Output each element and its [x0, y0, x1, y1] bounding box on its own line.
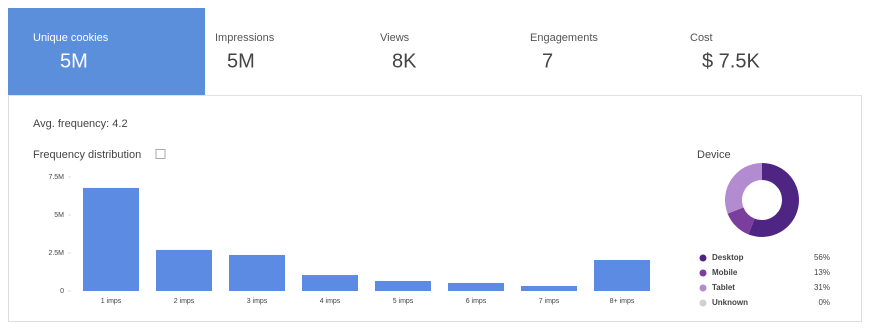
bar	[156, 249, 212, 291]
bar	[375, 280, 431, 291]
tab-background	[680, 8, 862, 95]
tab-label: Impressions	[215, 32, 275, 44]
metric-tab[interactable]: Engagements 7	[520, 8, 680, 95]
y-tick-label: 7.5M	[48, 174, 64, 181]
tab-value: 5M	[227, 50, 255, 72]
help-icon[interactable]	[155, 149, 166, 159]
bar	[448, 282, 504, 291]
x-tick-label: 8+ imps	[610, 298, 635, 305]
tab-value: 8K	[392, 50, 417, 72]
x-tick-label: 7 imps	[539, 298, 560, 305]
tab-background	[205, 8, 370, 95]
legend-label: Mobile	[712, 268, 738, 277]
y-tick-label: 5M	[54, 212, 64, 219]
tab-value: 5M	[60, 50, 88, 72]
legend-label: Tablet	[712, 283, 735, 292]
tab-label: Views	[380, 32, 410, 44]
donut-slice	[725, 163, 762, 214]
x-tick-label: 5 imps	[393, 298, 414, 305]
metric-tab[interactable]: Cost $ 7.5K	[680, 8, 862, 95]
x-tick-label: 6 imps	[466, 298, 487, 305]
legend-label: Unknown	[712, 298, 748, 307]
tab-background	[520, 8, 680, 95]
tab-value: $ 7.5K	[702, 50, 760, 72]
bar	[229, 254, 285, 291]
legend-swatch	[699, 299, 707, 307]
y-tick-label: 2.5M	[48, 250, 64, 257]
tab-label: Engagements	[530, 32, 598, 44]
bar	[594, 259, 650, 291]
donut-slice	[748, 163, 799, 238]
legend-value: 0%	[818, 298, 830, 307]
x-tick-label: 4 imps	[320, 298, 341, 305]
metric-tab[interactable]: Unique cookies 5M	[8, 8, 205, 95]
pie-chart-title: Device	[697, 149, 731, 161]
bar-chart-title: Frequency distribution	[33, 149, 141, 161]
tab-label: Unique cookies	[33, 32, 109, 44]
metric-tab[interactable]: Views 8K	[370, 8, 520, 95]
y-tick-label: 0	[60, 288, 64, 295]
tab-label: Cost	[690, 32, 713, 44]
legend-swatch	[699, 284, 707, 292]
bar	[83, 187, 139, 291]
legend-label: Desktop	[712, 253, 744, 262]
x-tick-label: 2 imps	[174, 298, 195, 305]
bar	[521, 285, 577, 291]
legend-swatch	[699, 254, 707, 262]
x-tick-label: 3 imps	[247, 298, 268, 305]
legend-swatch	[699, 269, 707, 277]
tab-background	[8, 8, 205, 95]
tab-value: 7	[542, 50, 553, 72]
legend-value: 56%	[814, 253, 830, 262]
donut-slice	[727, 207, 755, 235]
x-tick-label: 1 imps	[101, 298, 122, 305]
legend-value: 31%	[814, 283, 830, 292]
metric-tab[interactable]: Impressions 5M	[205, 8, 370, 95]
tab-background	[370, 8, 520, 95]
avg-frequency: Avg. frequency: 4.2	[33, 118, 128, 130]
legend-value: 13%	[814, 268, 830, 277]
bar	[302, 275, 358, 291]
